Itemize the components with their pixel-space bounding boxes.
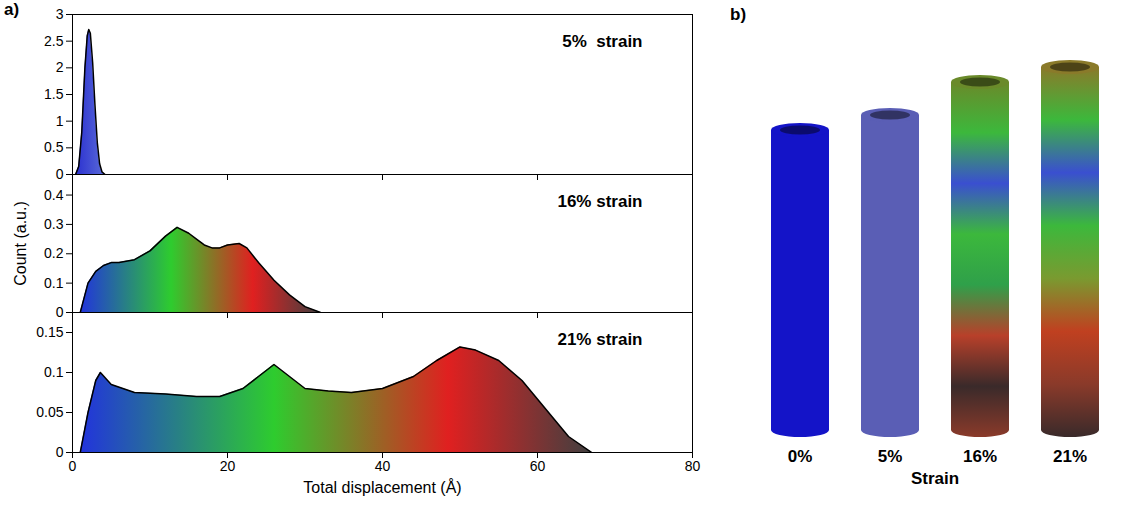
svg-text:40: 40 (375, 458, 391, 474)
svg-text:21%: 21% (1053, 447, 1087, 466)
svg-text:60: 60 (530, 458, 546, 474)
svg-text:b): b) (730, 5, 746, 24)
svg-text:0.05: 0.05 (36, 404, 63, 420)
svg-text:0%: 0% (788, 447, 813, 466)
svg-text:0.1: 0.1 (44, 275, 64, 291)
svg-text:0.3: 0.3 (44, 216, 64, 232)
svg-text:0: 0 (56, 304, 64, 320)
svg-text:3: 3 (56, 6, 64, 22)
svg-text:Strain: Strain (911, 469, 959, 488)
svg-text:0.2: 0.2 (44, 245, 64, 261)
html-text:a): a) (4, 0, 20, 19)
svg-text:0.15: 0.15 (36, 324, 63, 340)
svg-text:5%: 5% (878, 447, 903, 466)
svg-text:0.5: 0.5 (44, 139, 64, 155)
svg-text:20: 20 (220, 458, 236, 474)
svg-text:Total displacement (Å): Total displacement (Å) (303, 478, 461, 496)
svg-text:Count (a.u.): Count (a.u.) (12, 201, 29, 285)
svg-text:1: 1 (56, 113, 64, 129)
svg-text:2.5: 2.5 (44, 33, 64, 49)
svg-text:0: 0 (56, 444, 64, 460)
svg-text:0.4: 0.4 (44, 187, 64, 203)
svg-text:1.5: 1.5 (44, 86, 64, 102)
svg-text:5% strain: 5% strain (562, 32, 642, 51)
svg-text:0: 0 (56, 166, 64, 182)
svg-text:80: 80 (685, 458, 701, 474)
svg-text:2: 2 (56, 59, 64, 75)
svg-text:16%: 16% (963, 447, 997, 466)
svg-text:21% strain: 21% strain (557, 330, 642, 349)
svg-text:0.1: 0.1 (44, 364, 64, 380)
svg-text:16% strain: 16% strain (557, 192, 642, 211)
svg-text:0: 0 (69, 458, 77, 474)
